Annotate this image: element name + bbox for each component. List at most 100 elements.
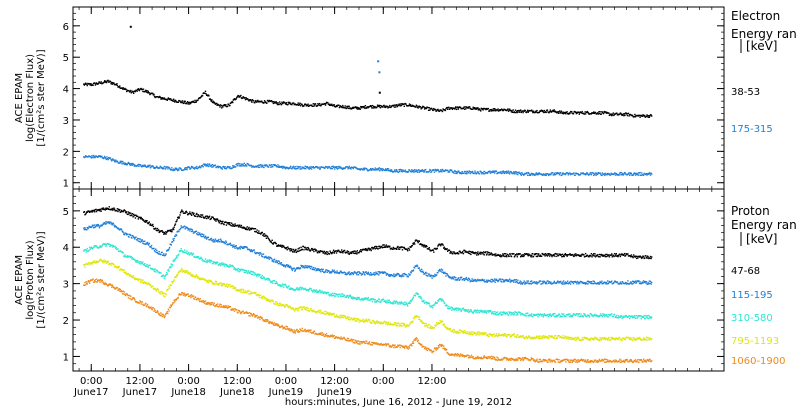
data-point [450, 277, 452, 279]
data-point [211, 101, 214, 104]
data-point [451, 276, 454, 278]
data-point [310, 104, 313, 106]
data-point [627, 280, 629, 282]
data-point [405, 303, 408, 305]
data-point [495, 253, 497, 255]
data-point [347, 296, 349, 298]
data-point [476, 280, 478, 282]
data-point [287, 246, 289, 248]
data-point [508, 172, 510, 174]
data-point [261, 164, 263, 166]
data-point [313, 105, 315, 107]
data-point [382, 244, 384, 246]
data-point [364, 298, 367, 300]
data-point [253, 249, 255, 251]
data-point [525, 173, 527, 175]
electron-ytick-label: 5 [63, 53, 69, 64]
data-point [271, 280, 273, 283]
data-point [212, 166, 214, 168]
data-point [441, 110, 443, 112]
data-point [208, 216, 210, 218]
data-point [598, 253, 601, 256]
data-point [597, 112, 599, 114]
data-point [562, 280, 565, 282]
data-point [586, 282, 588, 285]
data-point [558, 282, 560, 284]
data-point [279, 101, 281, 103]
data-point [176, 219, 178, 221]
data-point [354, 297, 357, 299]
data-point [316, 166, 319, 168]
data-point [247, 272, 249, 274]
data-point [480, 253, 482, 255]
data-point [405, 301, 407, 303]
data-point [330, 167, 332, 170]
data-point [410, 171, 412, 173]
data-point [390, 169, 393, 171]
data-point [200, 256, 202, 259]
data-point [403, 275, 405, 277]
data-point [610, 254, 612, 256]
data-point [178, 169, 180, 171]
data-point [451, 108, 454, 110]
data-point [538, 172, 540, 174]
data-point [268, 238, 270, 240]
data-point [282, 165, 284, 168]
data-point [90, 156, 92, 158]
data-point [342, 295, 345, 297]
data-point [172, 238, 174, 240]
data-point [254, 230, 256, 233]
data-point [535, 255, 538, 258]
data-point [276, 261, 279, 264]
data-point [255, 231, 258, 233]
data-point [228, 266, 230, 268]
data-point [307, 246, 309, 249]
data-point [295, 251, 298, 254]
data-point [303, 105, 305, 107]
data-point [217, 240, 219, 242]
data-point [616, 112, 618, 114]
data-point [502, 254, 505, 256]
data-point [241, 227, 244, 229]
data-point [299, 267, 302, 269]
data-point [447, 274, 449, 276]
data-point [545, 253, 547, 255]
data-point [131, 257, 134, 259]
data-point [157, 253, 160, 255]
data-point [487, 251, 489, 253]
data-point [535, 173, 537, 175]
data-point [433, 107, 435, 110]
data-point [98, 246, 101, 249]
data-point [370, 248, 372, 250]
data-point [231, 101, 233, 103]
data-point [594, 253, 596, 255]
data-point [376, 104, 379, 106]
data-point [612, 114, 614, 116]
data-point [120, 160, 123, 163]
data-point [185, 168, 187, 171]
data-point [207, 163, 209, 165]
data-point [414, 267, 416, 269]
data-point [421, 107, 423, 109]
data-point [543, 281, 546, 283]
data-point [158, 271, 160, 273]
data-point [550, 254, 553, 256]
data-point [420, 270, 422, 273]
data-point [536, 174, 538, 176]
data-point [329, 271, 331, 273]
data-point [455, 106, 457, 108]
data-point [90, 211, 93, 213]
data-point [536, 255, 539, 258]
data-point [173, 258, 175, 261]
data-point [250, 228, 252, 231]
data-point [528, 172, 530, 174]
data-point [384, 245, 386, 247]
data-point [471, 171, 473, 174]
data-point [297, 248, 299, 250]
data-point [220, 104, 222, 107]
data-point [634, 172, 636, 175]
data-point [452, 253, 454, 255]
data-point [573, 172, 575, 174]
data-point [223, 167, 226, 170]
data-point [483, 170, 485, 173]
